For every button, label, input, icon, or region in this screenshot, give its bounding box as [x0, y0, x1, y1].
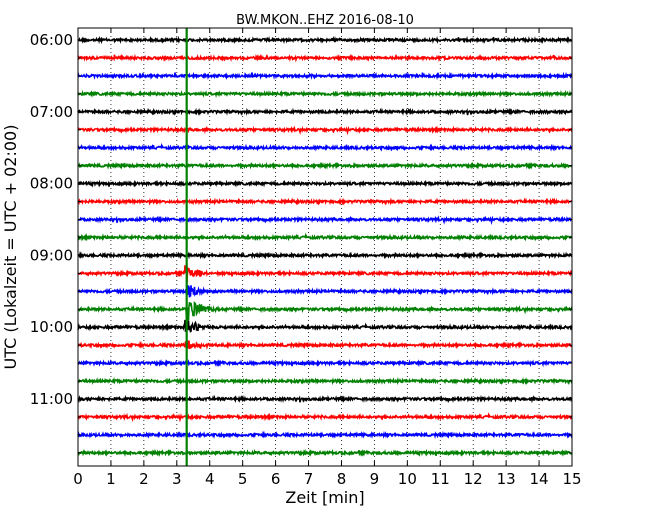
seismic-trace — [77, 359, 573, 368]
plot-frame — [77, 27, 573, 467]
seismic-trace — [77, 430, 573, 439]
trace-group — [77, 35, 573, 458]
seismic-trace — [77, 89, 573, 99]
seismic-trace — [77, 107, 573, 117]
x-tick-label: 6 — [271, 470, 281, 488]
seismic-trace — [77, 376, 573, 386]
x-tick-label: 15 — [562, 470, 581, 488]
seismic-trace — [77, 179, 573, 188]
seismic-trace — [77, 142, 573, 152]
seismic-trace — [77, 251, 573, 260]
x-tick-label: 1 — [106, 470, 116, 488]
seismic-trace — [77, 412, 573, 423]
x-tick-label: 9 — [370, 470, 380, 488]
seismic-trace — [77, 125, 573, 136]
seismic-trace — [77, 285, 573, 298]
y-tick-label: 09:00 — [30, 246, 73, 264]
x-tick-label: 12 — [464, 470, 483, 488]
x-tick-label: 13 — [497, 470, 516, 488]
seismic-trace — [77, 394, 573, 404]
x-tick-label: 8 — [337, 470, 347, 488]
chart-title: BW.MKON..EHZ 2016-08-10 — [236, 13, 414, 28]
x-tick-label: 10 — [398, 470, 417, 488]
y-tick-label: 11:00 — [30, 390, 73, 408]
x-tick-label: 5 — [238, 470, 248, 488]
seismic-trace — [77, 265, 573, 283]
y-axis-label: UTC (Lokalzeit = UTC + 02:00) — [1, 125, 20, 370]
x-tick-label: 0 — [73, 470, 83, 488]
y-tick-label: 06:00 — [30, 31, 73, 49]
y-axis-ticks: 06:00 07:00 08:00 09:00 10:00 11:00 — [30, 31, 572, 454]
x-tick-label: 7 — [304, 470, 314, 488]
x-tick-label: 3 — [172, 470, 182, 488]
seismic-trace — [77, 232, 573, 242]
x-tick-label: 2 — [139, 470, 149, 488]
x-tick-label: 14 — [530, 470, 549, 488]
seismic-trace — [77, 35, 573, 45]
seismic-trace — [77, 215, 573, 226]
seismic-trace — [77, 197, 573, 206]
seismic-trace — [77, 301, 573, 323]
x-axis-ticks: 0 1 2 3 4 5 6 7 8 9 10 11 12 13 14 15 — [73, 28, 582, 488]
y-tick-label: 07:00 — [30, 103, 73, 121]
x-tick-label: 11 — [431, 470, 450, 488]
y-tick-label: 08:00 — [30, 175, 73, 193]
seismic-trace — [77, 340, 573, 350]
x-axis-label: Zeit [min] — [285, 488, 364, 507]
seismic-trace — [77, 319, 573, 333]
seismic-trace — [77, 161, 573, 170]
x-tick-label: 4 — [205, 470, 215, 488]
y-tick-label: 10:00 — [30, 318, 73, 336]
seismic-trace — [77, 448, 573, 458]
seismic-trace — [77, 53, 573, 63]
seismic-trace — [77, 71, 573, 81]
